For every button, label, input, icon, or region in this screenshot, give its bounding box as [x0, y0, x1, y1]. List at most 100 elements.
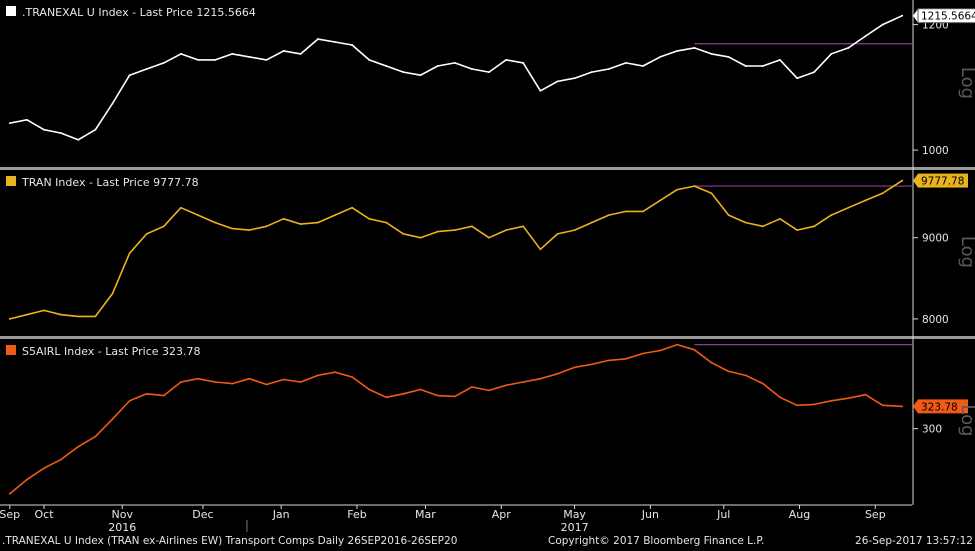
data-point [94, 435, 97, 438]
data-point [231, 227, 234, 230]
data-point [813, 403, 816, 406]
x-tick-label: Dec [192, 508, 213, 521]
data-point [8, 122, 11, 124]
data-point [693, 47, 696, 49]
data-point [573, 77, 576, 80]
data-point [368, 58, 371, 61]
data-point [556, 233, 559, 235]
data-point [265, 383, 268, 386]
data-point [676, 49, 679, 52]
data-point [145, 233, 148, 235]
data-point [590, 71, 593, 73]
data-point [43, 309, 45, 312]
data-point [334, 214, 336, 217]
data-point [573, 366, 576, 369]
data-point [180, 381, 182, 383]
data-point [642, 352, 644, 355]
legend-box [0, 341, 255, 360]
data-point [162, 225, 165, 228]
data-point [710, 361, 713, 364]
data-point [522, 62, 525, 64]
data-point [436, 65, 439, 67]
x-tick-label: May [563, 508, 586, 521]
data-point [693, 348, 696, 351]
footer-copyright: Copyright© 2017 Bloomberg Finance L.P. [548, 535, 765, 547]
data-point [625, 357, 627, 360]
x-tick-label: Apr [492, 508, 512, 521]
data-point [505, 384, 508, 387]
data-point [351, 206, 353, 209]
legend-swatch [6, 176, 16, 186]
x-tick-label: Nov [112, 508, 134, 521]
y-tick-label: 8000 [922, 314, 949, 326]
data-point [299, 223, 302, 225]
data-point [25, 118, 28, 121]
data-point [299, 52, 302, 55]
legend-label: S5AIRL Index - Last Price 323.78 [22, 345, 201, 358]
data-point [316, 374, 319, 377]
x-tick-label: Jun [641, 508, 659, 521]
data-point [830, 52, 833, 55]
data-point [385, 396, 388, 399]
data-point [659, 55, 662, 58]
data-point [625, 62, 627, 64]
x-year-label: 2017 [561, 521, 589, 534]
data-point [145, 392, 148, 395]
data-point [8, 492, 11, 495]
legend-swatch [6, 345, 16, 355]
data-point [607, 359, 610, 362]
data-point [402, 233, 405, 235]
x-tick-label: Jan [272, 508, 290, 521]
data-point [693, 185, 696, 187]
panel-separator [0, 167, 975, 170]
data-point [94, 128, 97, 131]
data-point [385, 65, 388, 67]
x-tick-label: Jul [716, 508, 730, 521]
data-point [505, 58, 508, 61]
data-point [659, 349, 662, 352]
last-value-pointer [913, 399, 918, 414]
data-point [94, 315, 97, 318]
data-point [402, 392, 405, 395]
legend-box [0, 172, 255, 191]
last-value-badge [918, 173, 968, 188]
data-point [248, 55, 251, 58]
data-point [744, 221, 747, 224]
legend-swatch [6, 6, 16, 16]
data-point [231, 52, 234, 55]
data-point [265, 58, 268, 61]
data-point [864, 199, 867, 202]
data-point [419, 388, 422, 391]
data-point [60, 132, 63, 134]
data-point [145, 68, 148, 70]
last-value-pointer [913, 173, 918, 188]
data-point [180, 206, 182, 209]
data-point [488, 236, 490, 239]
data-point [881, 23, 884, 26]
data-point [642, 210, 644, 213]
data-point [77, 445, 80, 448]
series-line [9, 14, 903, 141]
data-point [43, 128, 45, 131]
data-point [60, 313, 63, 316]
data-point [761, 65, 764, 67]
data-point [214, 58, 217, 61]
data-point [710, 52, 713, 55]
log-scale-label: Log [957, 236, 975, 268]
data-point [231, 382, 234, 385]
data-point [830, 399, 833, 402]
data-point [385, 221, 388, 224]
legend-label: .TRANEXAL U Index - Last Price 1215.5664 [22, 6, 256, 19]
data-point [727, 214, 730, 217]
data-point [334, 371, 336, 374]
x-tick-label: Sep [865, 508, 886, 521]
data-point [368, 388, 371, 391]
y-tick-label: 1000 [922, 145, 949, 157]
data-point [607, 214, 610, 217]
chart-panel-3: 300 323.78 Log S5AIRL Index - Last Price 32… [0, 341, 975, 495]
data-point [316, 221, 319, 224]
last-value-badge [918, 399, 968, 414]
data-point [813, 225, 816, 228]
